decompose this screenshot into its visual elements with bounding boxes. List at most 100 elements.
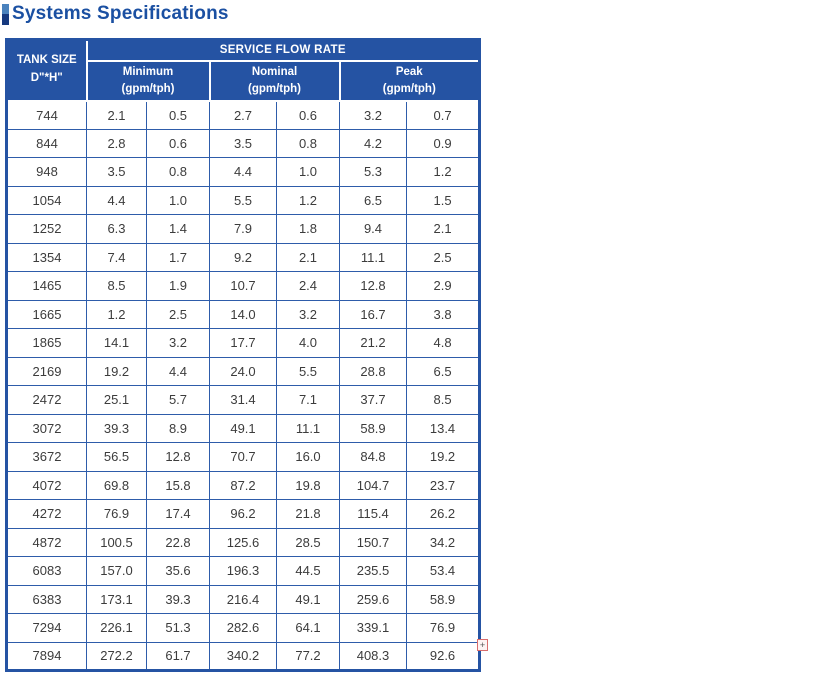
tank-size-cell: 948 [6, 157, 87, 187]
table-row: 4272 76.9 17.4 96.2 21.8 115.4 26.2 [6, 499, 481, 529]
table-row: 948 3.5 0.8 4.4 1.0 5.3 1.2 [6, 157, 481, 187]
specifications-table: TANK SIZE D"*H" SERVICE FLOW RATE Minimu… [5, 38, 482, 672]
title-bullet-top [2, 3, 9, 14]
flow-rate-cell: 2.5 [405, 242, 481, 272]
flow-rate-cell: 14.0 [209, 299, 277, 329]
flow-rate-cell: 53.4 [405, 556, 481, 586]
flow-rate-cell: 2.1 [86, 100, 147, 130]
flow-rate-cell: 216.4 [209, 584, 277, 614]
header-row-group: TANK SIZE D"*H" SERVICE FLOW RATE [5, 38, 481, 102]
flow-rate-cell: 15.8 [146, 470, 210, 500]
table-row: 1354 7.4 1.7 9.2 2.1 11.1 2.5 [6, 242, 481, 272]
flow-rate-cell: 2.9 [405, 271, 481, 301]
tank-size-cell: 1054 [6, 185, 87, 215]
peak-header-label: Peak [395, 66, 423, 79]
flow-rate-cell: 17.7 [209, 328, 277, 358]
flow-rate-cell: 272.2 [86, 641, 147, 671]
flow-rate-cell: 4.4 [86, 185, 147, 215]
flow-rate-cell: 1.0 [276, 157, 340, 187]
flow-rate-cell: 84.8 [339, 442, 407, 472]
flow-rate-cell: 8.5 [405, 385, 481, 415]
flow-rate-cell: 3.2 [276, 299, 340, 329]
tank-size-cell: 1354 [6, 242, 87, 272]
tank-size-cell: 3072 [6, 413, 87, 443]
nominal-header-label: Nominal [251, 66, 298, 79]
flow-rate-cell: 34.2 [405, 527, 481, 557]
tank-size-cell: 2169 [6, 356, 87, 386]
flow-rate-cell: 7.4 [86, 242, 147, 272]
flow-rate-cell: 1.8 [276, 214, 340, 244]
peak-header: Peak (gpm/tph) [338, 59, 481, 102]
table-header: TANK SIZE D"*H" SERVICE FLOW RATE Minimu… [5, 38, 481, 102]
title-bullet-icon [2, 3, 9, 25]
tank-size-cell: 4872 [6, 527, 87, 557]
flow-rate-cell: 115.4 [339, 499, 407, 529]
flow-rate-cell: 4.4 [146, 356, 210, 386]
service-flow-rate-header: SERVICE FLOW RATE [85, 38, 481, 62]
flow-rate-cell: 44.5 [276, 556, 340, 586]
flow-rate-cell: 69.8 [86, 470, 147, 500]
flow-rate-cell: 25.1 [86, 385, 147, 415]
table-row: 1465 8.5 1.9 10.7 2.4 12.8 2.9 [6, 271, 481, 301]
tank-size-cell: 744 [6, 100, 87, 130]
flow-rate-cell: 49.1 [276, 584, 340, 614]
tank-size-header-line2: D"*H" [30, 72, 63, 85]
peak-header-unit: (gpm/tph) [382, 82, 436, 95]
flow-rate-cell: 4.8 [405, 328, 481, 358]
flow-rate-cell: 58.9 [405, 584, 481, 614]
flow-rate-cell: 39.3 [146, 584, 210, 614]
flow-rate-cell: 96.2 [209, 499, 277, 529]
table-row: 1665 1.2 2.5 14.0 3.2 16.7 3.8 [6, 299, 481, 329]
flow-rate-cell: 87.2 [209, 470, 277, 500]
flow-rate-cell: 3.2 [339, 100, 407, 130]
flow-rate-cell: 340.2 [209, 641, 277, 671]
flow-rate-cell: 28.5 [276, 527, 340, 557]
flow-rate-cell: 2.4 [276, 271, 340, 301]
flow-rate-cell: 77.2 [276, 641, 340, 671]
table-body: 744 2.1 0.5 2.7 0.6 3.2 0.7 844 2.8 0.6 3.5 0.8 4.2 0… [6, 100, 481, 671]
flow-rate-cell: 5.3 [339, 157, 407, 187]
flow-rate-cell: 3.8 [405, 299, 481, 329]
table-row: 744 2.1 0.5 2.7 0.6 3.2 0.7 [6, 100, 481, 130]
table-row: 7294 226.1 51.3 282.6 64.1 339.1 76.9 [6, 613, 481, 643]
tank-size-cell: 844 [6, 128, 87, 158]
flow-rate-cell: 31.4 [209, 385, 277, 415]
flow-rate-cell: 173.1 [86, 584, 147, 614]
flow-rate-cell: 35.6 [146, 556, 210, 586]
flow-rate-cell: 7.1 [276, 385, 340, 415]
flow-rate-cell: 7.9 [209, 214, 277, 244]
flow-rate-cell: 100.5 [86, 527, 147, 557]
minimum-header-unit: (gpm/tph) [121, 82, 175, 95]
flow-rate-cell: 2.1 [405, 214, 481, 244]
tank-size-cell: 1465 [6, 271, 87, 301]
tank-size-cell: 6083 [6, 556, 87, 586]
flow-rate-cell: 14.1 [86, 328, 147, 358]
table-row: 844 2.8 0.6 3.5 0.8 4.2 0.9 [6, 128, 481, 158]
flow-rate-cell: 0.7 [405, 100, 481, 130]
flow-rate-cell: 1.4 [146, 214, 210, 244]
flow-rate-cell: 2.1 [276, 242, 340, 272]
tank-size-cell: 3672 [6, 442, 87, 472]
minimum-header: Minimum (gpm/tph) [85, 59, 211, 102]
table-row: 2472 25.1 5.7 31.4 7.1 37.7 8.5 [6, 385, 481, 415]
flow-rate-cell: 1.2 [86, 299, 147, 329]
flow-rate-cell: 3.5 [86, 157, 147, 187]
flow-rate-cell: 6.5 [405, 356, 481, 386]
flow-rate-cell: 19.8 [276, 470, 340, 500]
minimum-header-label: Minimum [122, 66, 174, 79]
flow-rate-cell: 76.9 [405, 613, 481, 643]
header-row-sub: Minimum (gpm/tph) Nominal (gpm/tph) Peak… [7, 59, 481, 102]
flow-rate-cell: 70.7 [209, 442, 277, 472]
flow-rate-cell: 157.0 [86, 556, 147, 586]
tank-size-cell: 6383 [6, 584, 87, 614]
flow-rate-cell: 12.8 [339, 271, 407, 301]
flow-rate-cell: 64.1 [276, 613, 340, 643]
flow-rate-cell: 3.5 [209, 128, 277, 158]
flow-rate-cell: 51.3 [146, 613, 210, 643]
table-row: 2169 19.2 4.4 24.0 5.5 28.8 6.5 [6, 356, 481, 386]
flow-rate-cell: 16.0 [276, 442, 340, 472]
flow-rate-cell: 21.2 [339, 328, 407, 358]
tank-size-cell: 2472 [6, 385, 87, 415]
flow-rate-cell: 24.0 [209, 356, 277, 386]
flow-rate-cell: 8.9 [146, 413, 210, 443]
